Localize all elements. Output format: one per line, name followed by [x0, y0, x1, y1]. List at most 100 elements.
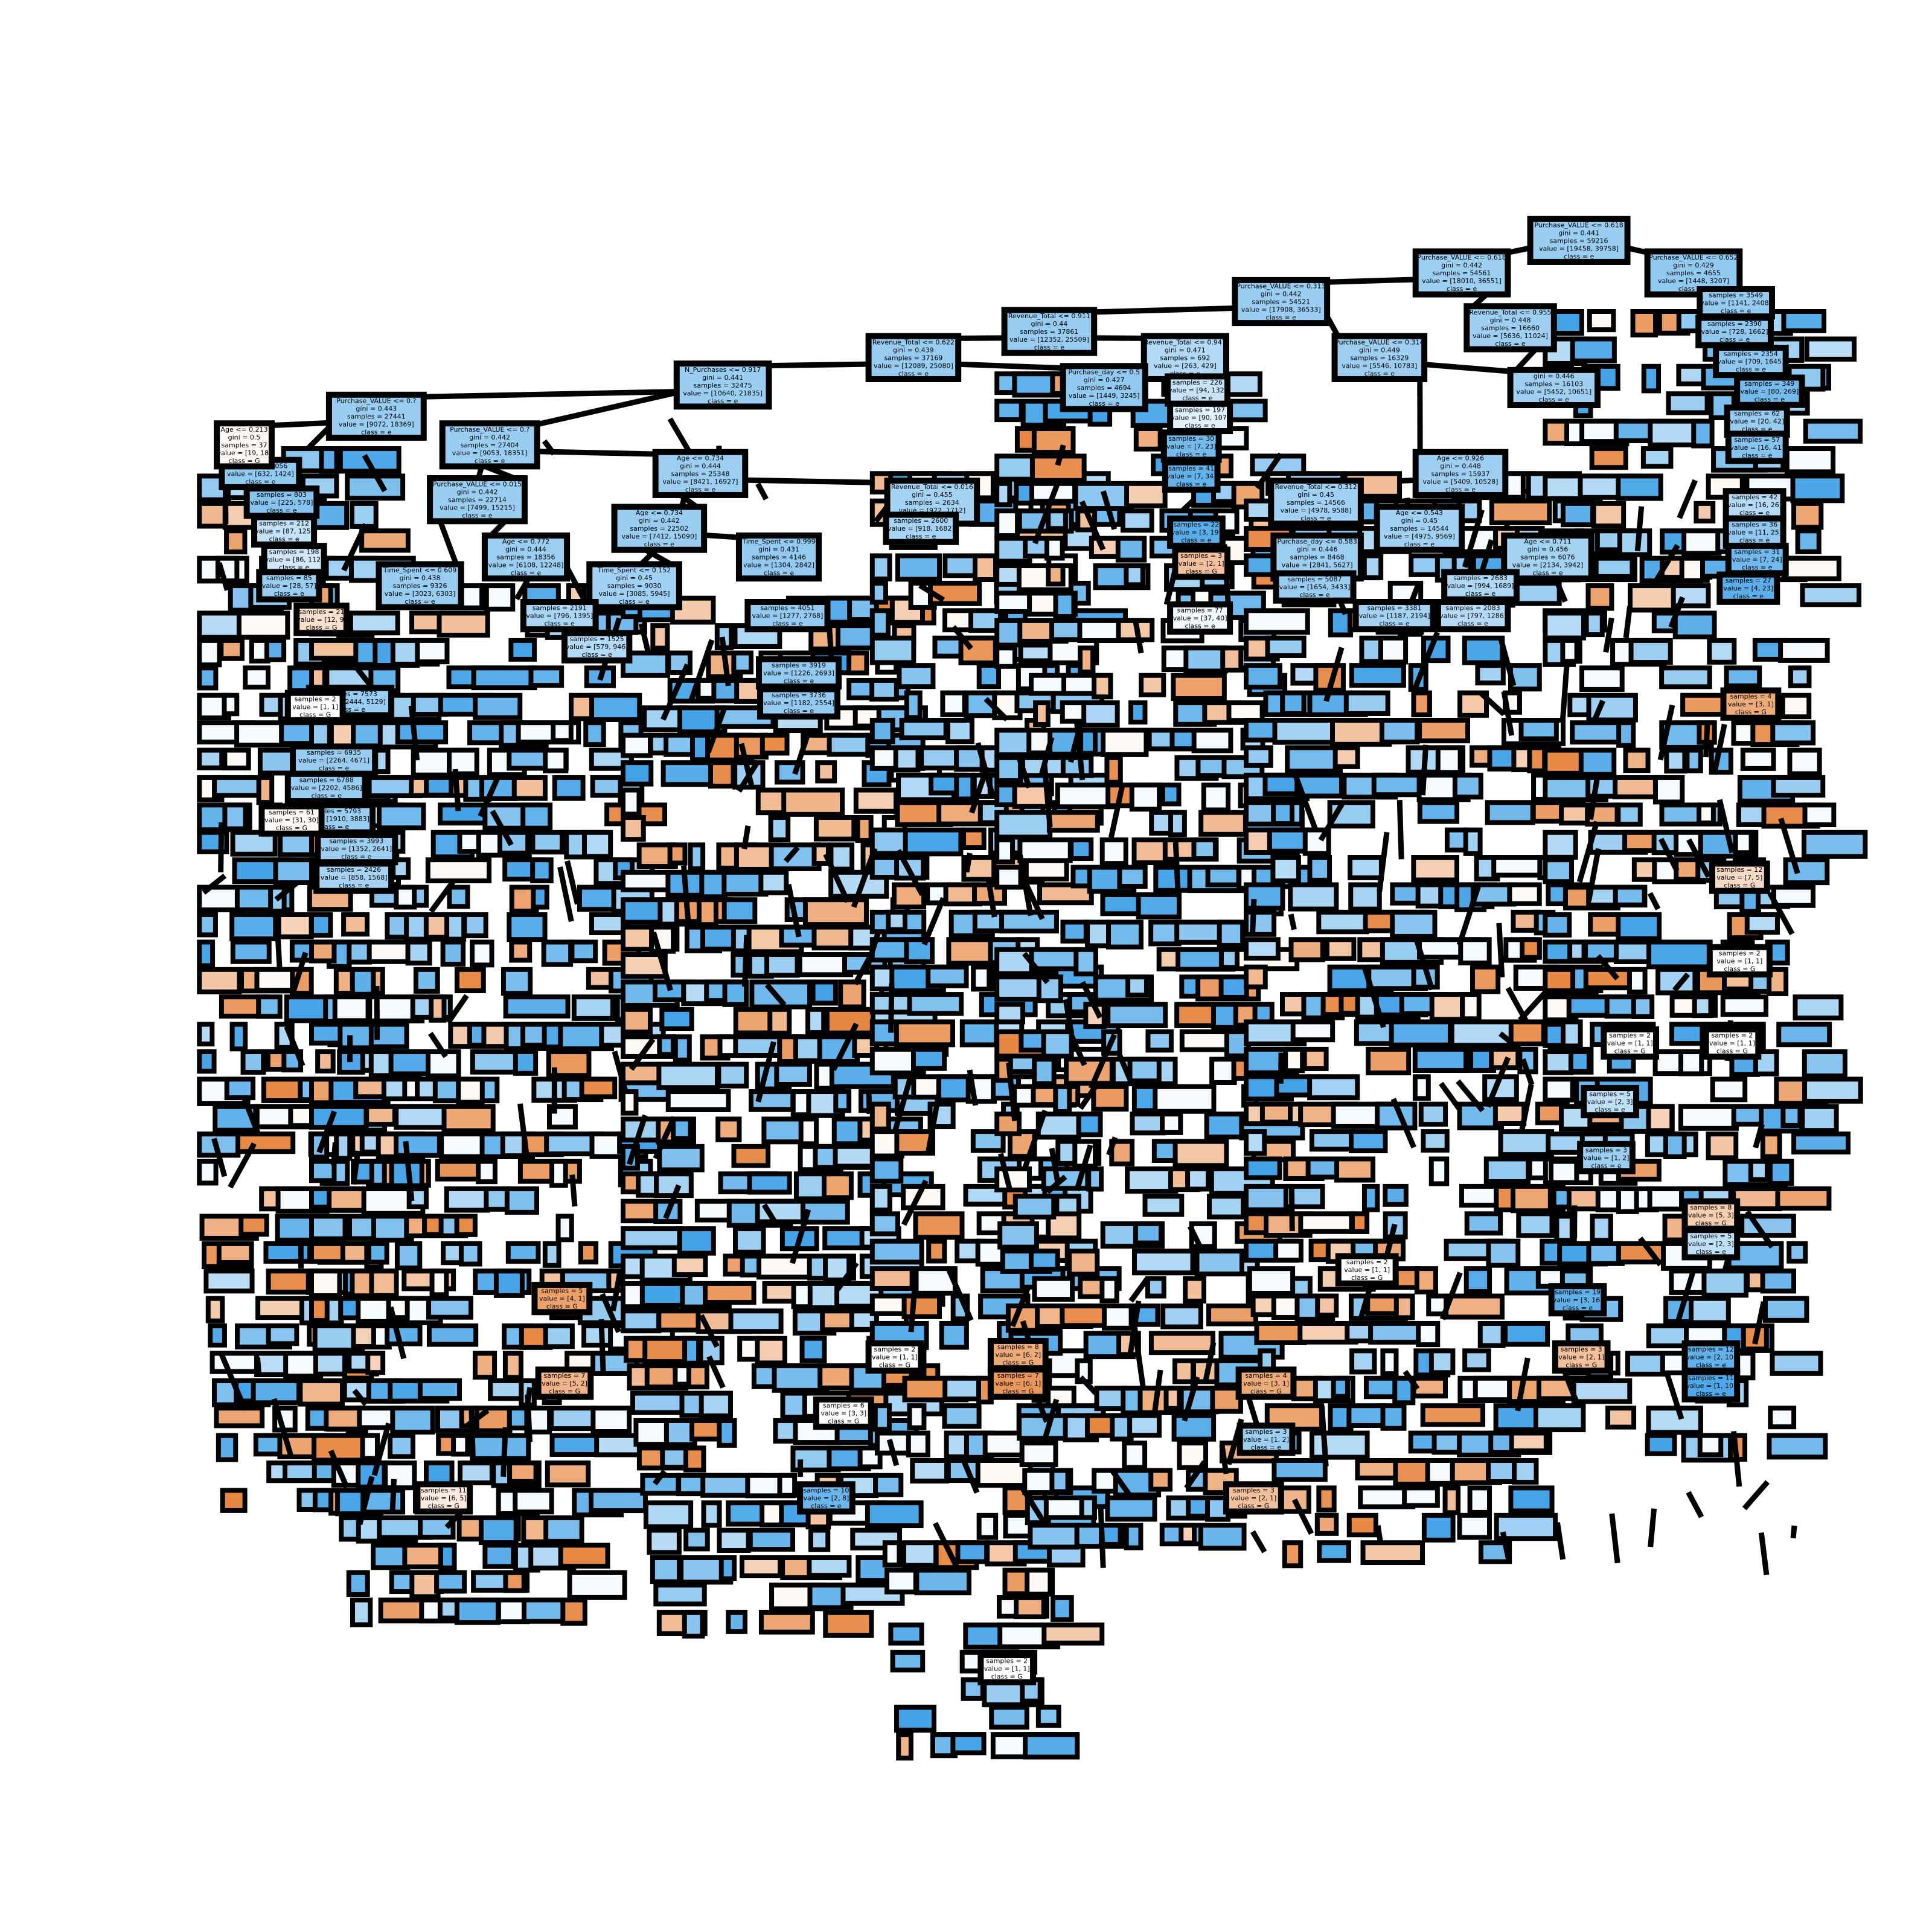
subtree-node [509, 939, 533, 963]
subtree-edge [1088, 1033, 1118, 1090]
node-label-line: class = e [1739, 536, 1770, 544]
node-label-line: value = [8421, 16927] [663, 478, 738, 485]
subtree-edge [705, 707, 727, 753]
subtree-node [1145, 1029, 1174, 1053]
subtree-node [621, 760, 654, 787]
subtree-node [1360, 1540, 1425, 1566]
subtree-edge [557, 866, 574, 923]
subtree-node [621, 1308, 662, 1334]
subtree-edge [284, 1025, 305, 1067]
subtree-node [1778, 638, 1830, 663]
node-label-line: samples = 2083 [1446, 604, 1500, 612]
node-label-line: value = [709, 1645] [1718, 358, 1785, 366]
subtree-node [906, 1430, 930, 1457]
node-label-line: class = G [1002, 1387, 1034, 1395]
subtree-node [1760, 1268, 1796, 1294]
subtree-edge [1110, 1470, 1133, 1498]
subtree-node [1760, 1131, 1782, 1159]
subtree-edge [1006, 1062, 1018, 1122]
subtree-edge [1576, 820, 1600, 883]
subtree-node [1421, 1129, 1450, 1153]
subtree-node [1078, 645, 1096, 674]
node-box [1706, 944, 1773, 977]
node-label-line: value = [5636, 11024] [1473, 332, 1548, 340]
subtree-edge [1651, 543, 1680, 586]
node-box [977, 1652, 1037, 1686]
subtree-node [520, 802, 553, 831]
subtree-node [1171, 673, 1227, 702]
subtree-node [945, 717, 974, 744]
subtree-node [197, 1022, 215, 1047]
subtree-edge [997, 1153, 1012, 1190]
node-label-line: class = G [1716, 1048, 1748, 1055]
node-label-line: value = [1448, 3207] [1658, 277, 1729, 285]
subtree-edge [1752, 1301, 1767, 1345]
node-label-line: samples = 37 [222, 441, 267, 449]
subtree-node [541, 939, 574, 967]
node-label-line: Purchase_VALUE <= 0.314 [1335, 338, 1424, 346]
subtree-node [671, 1116, 693, 1141]
subtree-edge [719, 636, 731, 686]
subtree-node [543, 747, 569, 773]
subtree-edge [886, 1439, 900, 1467]
subtree-edge [1041, 764, 1053, 828]
subtree-node [309, 1268, 342, 1298]
node-label-line: value = [2264, 4671] [298, 756, 369, 764]
subtree-node [1762, 1296, 1809, 1323]
subtree-node [1444, 1293, 1505, 1320]
subtree-edge [792, 729, 812, 775]
subtree-node [1041, 1622, 1105, 1646]
subtree-edge [1519, 1084, 1534, 1130]
subtree-edge [1038, 737, 1055, 778]
node-label-line: value = [918, 1682] [888, 525, 955, 533]
subtree-node [747, 1171, 792, 1195]
subtree-node [309, 720, 332, 749]
node-label-line: value = [7499, 15215] [440, 504, 515, 512]
node-label-line: class = e [1719, 336, 1750, 344]
subtree-edge [1554, 1522, 1566, 1560]
subtree-edge [478, 776, 501, 817]
node-label-line: class = e [1251, 1444, 1282, 1451]
subtree-node [1244, 964, 1268, 990]
subtree-node [1567, 939, 1587, 963]
subtree-node [447, 747, 479, 776]
subtree-node [716, 1061, 749, 1089]
subtree-node [1332, 745, 1360, 769]
subtree-edge [1049, 1148, 1061, 1185]
subtree-edge [610, 1268, 624, 1311]
node-box [1552, 1340, 1611, 1374]
node-label-line: class = G [549, 1387, 580, 1395]
subtree-node [351, 1323, 376, 1349]
subtree-node [549, 1406, 597, 1431]
subtree-edge [1403, 1370, 1420, 1391]
subtree-edge [783, 845, 800, 863]
subtree-node [855, 814, 874, 843]
node-label-line: class = e [341, 853, 372, 861]
node-label-line: samples = 212 [259, 519, 309, 527]
node-label-line: gini = 0.442 [1441, 261, 1482, 269]
tree-node-n13: Purchase_VALUE <= 0.?gini = 0.443samples… [325, 391, 427, 441]
subtree-node [1508, 1485, 1555, 1514]
subtree-node [1770, 720, 1816, 746]
node-label-line: samples = 6788 [299, 776, 354, 784]
subtree-node [1029, 453, 1087, 483]
node-label-line: class = e [1721, 307, 1751, 315]
subtree-edge [1673, 1271, 1696, 1329]
subtree-edge [452, 769, 461, 811]
node-label-line: samples = 803 [257, 491, 307, 499]
subtree-node [1416, 1320, 1441, 1348]
subtree-edge [1133, 621, 1144, 654]
subtree-node [1019, 1441, 1058, 1468]
subtree-node [571, 994, 615, 1021]
subtree-node [1265, 635, 1307, 658]
subtree-node [216, 1241, 254, 1265]
subtree-node [503, 994, 571, 1019]
node-label-line: samples = 4655 [1666, 269, 1721, 277]
subtree-node [418, 1515, 456, 1540]
subtree-edge [1498, 637, 1517, 686]
